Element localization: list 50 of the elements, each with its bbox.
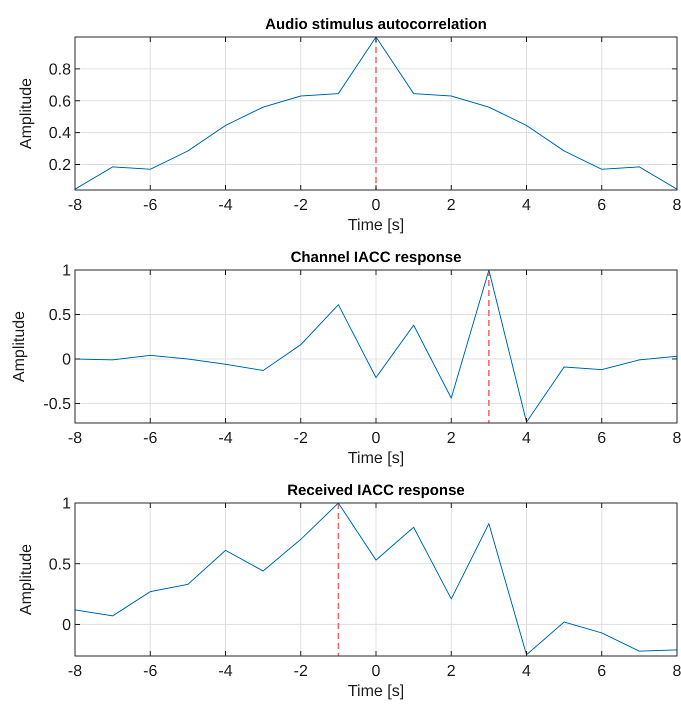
y-tick-label: 1 xyxy=(62,496,72,513)
x-tick-label: 2 xyxy=(446,430,456,447)
y-tick-label: 0.8 xyxy=(48,61,72,78)
x-tick-label: -8 xyxy=(68,197,82,214)
y-tick-label: 0.2 xyxy=(48,157,72,174)
chart-title: Channel IACC response xyxy=(290,249,462,266)
x-tick-label: -4 xyxy=(218,197,233,214)
line-series xyxy=(74,502,678,656)
x-tick-label: -2 xyxy=(294,663,308,680)
x-tick-label: 8 xyxy=(672,663,681,680)
x-axis-title: Time [s] xyxy=(348,450,404,467)
x-tick-label: 2 xyxy=(446,663,456,680)
line-series xyxy=(74,270,678,423)
x-tick-label: 2 xyxy=(446,197,456,214)
x-tick-label: -2 xyxy=(294,197,308,214)
x-tick-label: 4 xyxy=(522,197,532,214)
x-tick-label: 8 xyxy=(672,430,681,447)
x-axis-title: Time [s] xyxy=(348,683,404,700)
y-tick-label: 0.6 xyxy=(48,93,72,110)
x-axis-title: Time [s] xyxy=(348,217,404,234)
x-tick-label: 0 xyxy=(372,430,381,447)
x-tick-label: 4 xyxy=(522,430,532,447)
x-tick-label: -4 xyxy=(218,430,233,447)
x-tick-label: 6 xyxy=(597,197,606,214)
x-tick-label: -6 xyxy=(143,663,158,680)
chart-title: Audio stimulus autocorrelation xyxy=(265,16,487,33)
x-tick-label: -2 xyxy=(294,430,308,447)
x-tick-label: -8 xyxy=(68,663,82,680)
x-tick-label: 4 xyxy=(522,663,532,680)
line-series xyxy=(74,36,678,190)
y-tick-label: 1 xyxy=(62,262,72,280)
y-tick-label: 0.4 xyxy=(48,125,72,142)
y-tick-label: -0.5 xyxy=(43,396,72,414)
y-tick-label: 0 xyxy=(62,352,72,369)
x-tick-label: 6 xyxy=(597,430,606,447)
x-tick-label: -6 xyxy=(143,430,158,447)
x-tick-label: -4 xyxy=(218,663,233,680)
y-axis-title: Amplitude xyxy=(18,78,35,150)
y-tick-label: 0 xyxy=(62,617,72,634)
x-tick-label: -6 xyxy=(143,197,158,214)
x-tick-label: 0 xyxy=(372,663,381,680)
x-tick-label: -8 xyxy=(68,430,82,447)
x-tick-label: 8 xyxy=(672,197,681,214)
y-tick-label: 0.5 xyxy=(48,307,72,324)
y-axis-title: Amplitude xyxy=(11,310,28,382)
y-axis-title: Amplitude xyxy=(18,544,35,616)
x-tick-label: 0 xyxy=(372,197,381,214)
y-tick-label: 0.5 xyxy=(48,556,72,574)
chart-title: Received IACC response xyxy=(287,482,465,499)
x-tick-label: 6 xyxy=(597,663,606,680)
